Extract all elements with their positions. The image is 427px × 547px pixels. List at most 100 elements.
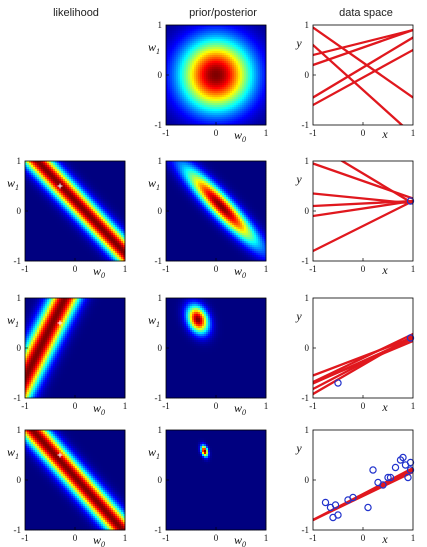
heatmap-cell (95, 197, 97, 199)
heatmap-cell (258, 51, 260, 53)
heatmap-cell (39, 179, 41, 181)
heatmap-cell (37, 183, 39, 185)
heatmap-cell (222, 71, 224, 73)
heatmap-cell (262, 91, 264, 93)
heatmap-cell (242, 55, 244, 57)
heatmap-cell (111, 207, 113, 209)
heatmap-cell (87, 199, 89, 201)
heatmap-cell (186, 87, 188, 89)
heatmap-cell (240, 59, 242, 61)
heatmap-cell (244, 97, 246, 99)
heatmap-cell (242, 95, 244, 97)
heatmap-cell (214, 93, 216, 95)
heatmap-cell (240, 113, 242, 115)
heatmap-cell (33, 249, 35, 251)
heatmap-cell (31, 185, 33, 187)
heatmap-cell (262, 111, 264, 113)
heatmap-cell (51, 165, 53, 167)
heatmap-cell (238, 27, 240, 29)
heatmap-cell (188, 99, 190, 101)
heatmap-cell (238, 63, 240, 65)
heatmap-cell (45, 231, 47, 233)
heatmap-cell (91, 245, 93, 247)
heatmap-cell (67, 167, 69, 169)
heatmap-cell (83, 197, 85, 199)
heatmap-cell (99, 243, 101, 245)
heatmap-cell (176, 65, 178, 67)
heatmap-cell (240, 83, 242, 85)
heatmap-cell (55, 205, 57, 207)
heatmap-cell (29, 217, 31, 219)
heatmap-cell (41, 179, 43, 181)
heatmap-cell (115, 183, 117, 185)
heatmap-cell (176, 75, 178, 77)
heatmap-cell (194, 39, 196, 41)
heatmap-cell (206, 83, 208, 85)
heatmap-cell (224, 43, 226, 45)
heatmap-cell (188, 97, 190, 99)
heatmap-cell (97, 221, 99, 223)
heatmap-cell (27, 185, 29, 187)
heatmap-cell (111, 225, 113, 227)
heatmap-cell (77, 247, 79, 249)
heatmap-cell (63, 169, 65, 171)
heatmap-cell (212, 113, 214, 115)
heatmap-cell (27, 247, 29, 249)
heatmap-cell (172, 43, 174, 45)
heatmap-cell (198, 99, 200, 101)
heatmap-cell (232, 59, 234, 61)
heatmap-cell (57, 181, 59, 183)
heatmap-cell (79, 249, 81, 251)
heatmap-cell (230, 61, 232, 63)
heatmap-cell (172, 35, 174, 37)
heatmap-cell (105, 199, 107, 201)
heatmap-cell (262, 81, 264, 83)
heatmap-cell (258, 41, 260, 43)
heatmap-cell (262, 77, 264, 79)
heatmap-cell (208, 93, 210, 95)
heatmap-cell (248, 103, 250, 105)
heatmap-cell (89, 211, 91, 213)
heatmap-cell (262, 71, 264, 73)
heatmap-cell (246, 35, 248, 37)
heatmap-cell (216, 39, 218, 41)
heatmap-cell (222, 109, 224, 111)
heatmap-cell (75, 179, 77, 181)
heatmap-cell (37, 185, 39, 187)
heatmap-cell (111, 229, 113, 231)
heatmap-cell (228, 55, 230, 57)
heatmap-cell (254, 79, 256, 81)
heatmap-cell (238, 49, 240, 51)
heatmap-cell (87, 243, 89, 245)
heatmap-cell (210, 97, 212, 99)
heatmap-cell (31, 207, 33, 209)
heatmap-cell (200, 53, 202, 55)
heatmap-cell (248, 117, 250, 119)
heatmap-cell (190, 67, 192, 69)
heatmap-cell (39, 247, 41, 249)
heatmap-cell (99, 231, 101, 233)
heatmap-cell (236, 89, 238, 91)
heatmap-cell (240, 117, 242, 119)
heatmap-cell (214, 61, 216, 63)
heatmap-cell (232, 81, 234, 83)
heatmap-cell (182, 115, 184, 117)
heatmap-cell (85, 241, 87, 243)
heatmap-cell (236, 69, 238, 71)
heatmap-cell (230, 79, 232, 81)
heatmap-cell (258, 63, 260, 65)
heatmap-cell (107, 189, 109, 191)
heatmap-cell (73, 211, 75, 213)
heatmap-cell (178, 51, 180, 53)
heatmap-cell (49, 181, 51, 183)
heatmap-cell (61, 225, 63, 227)
heatmap-cell (47, 209, 49, 211)
heatmap-cell (45, 205, 47, 207)
heatmap-cell (186, 75, 188, 77)
heatmap-cell (89, 183, 91, 185)
heatmap-cell (176, 35, 178, 37)
heatmap-cell (83, 255, 85, 257)
heatmap-cell (37, 197, 39, 199)
heatmap-cell (87, 249, 89, 251)
y-tick-label: 1 (305, 20, 310, 30)
